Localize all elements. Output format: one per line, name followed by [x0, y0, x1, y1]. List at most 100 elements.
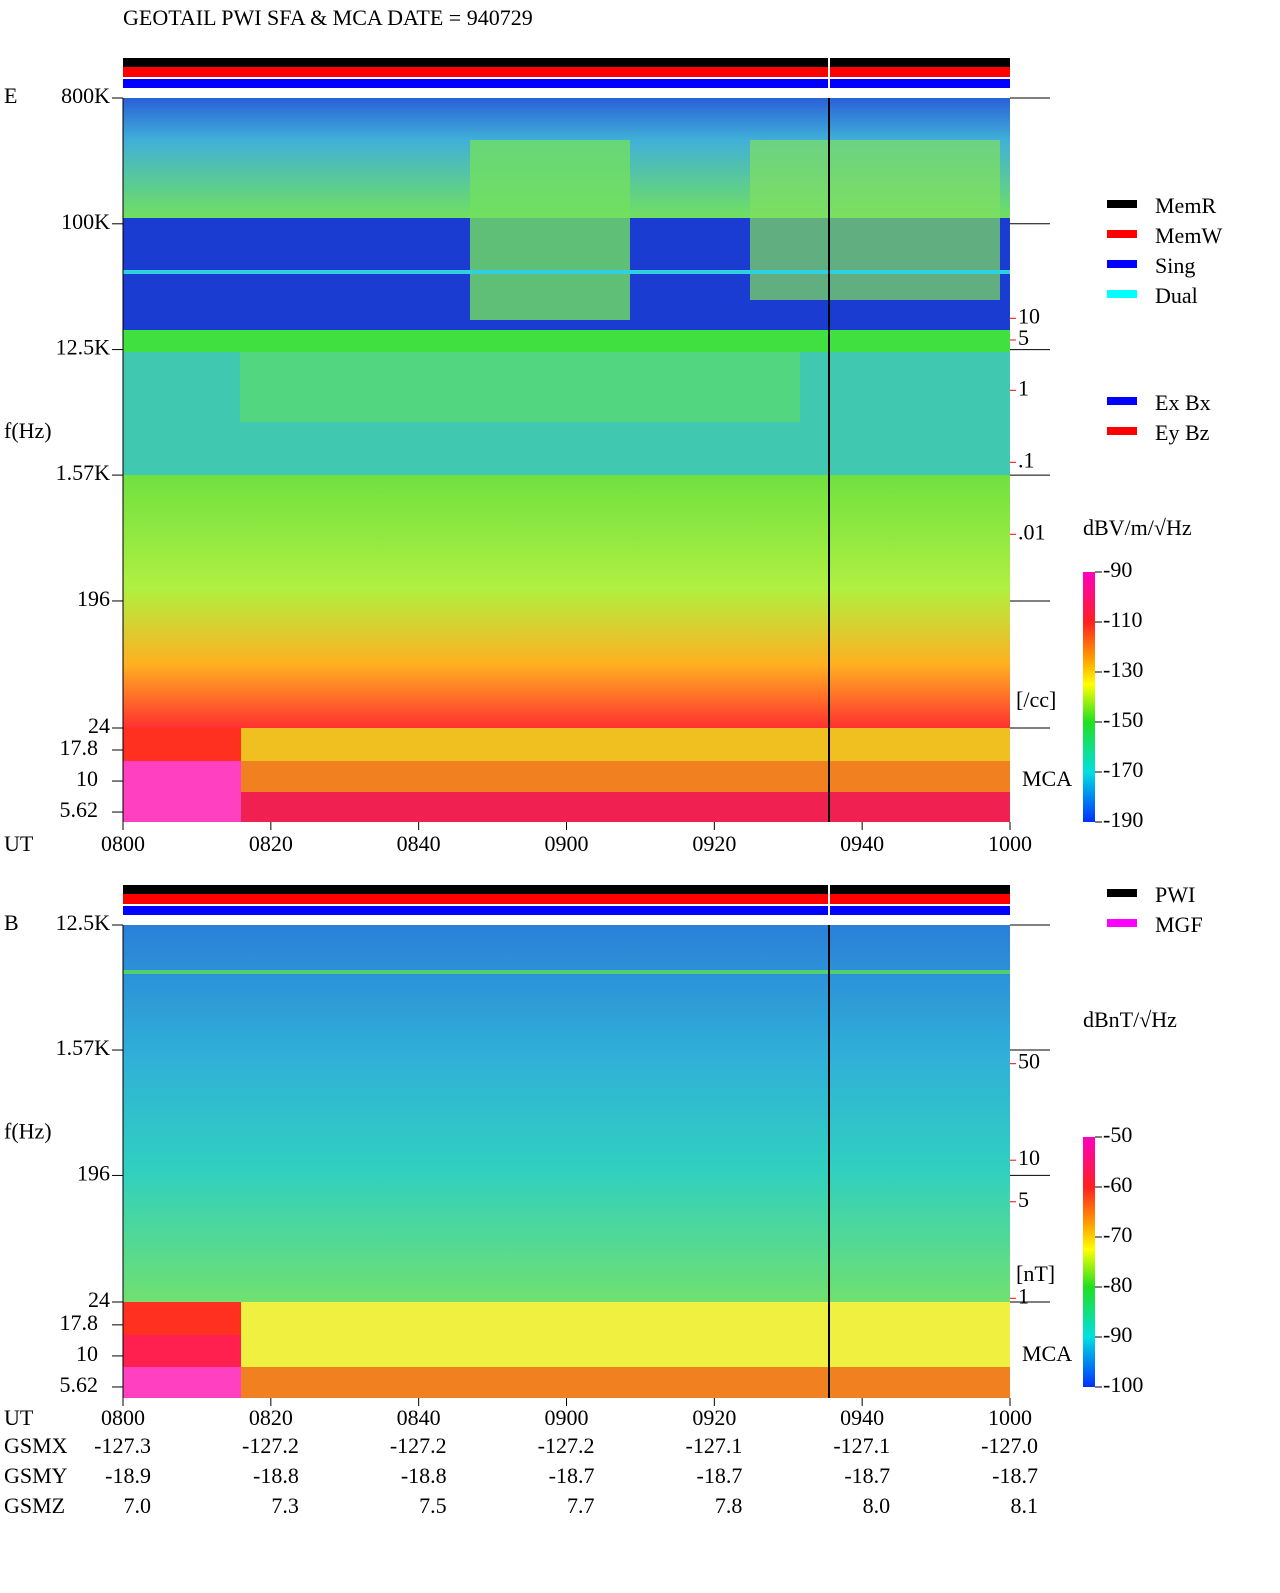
y-tick-label: 24 [88, 1287, 110, 1312]
x-axis-label: UT [4, 831, 34, 856]
x-tick-label: 1000 [988, 1405, 1032, 1430]
colorbar-tick-label: -90 [1103, 557, 1132, 582]
mca-tick-label: 10 [76, 766, 98, 791]
x-tick-label: 0800 [101, 1405, 145, 1430]
x-axis-label: UT [4, 1405, 34, 1430]
mca-tick-label: 10 [76, 1341, 98, 1366]
x-tick-label: 0940 [840, 1405, 884, 1430]
colorbar [1083, 1137, 1095, 1387]
orbit-value: -18.7 [549, 1463, 595, 1488]
legend-label: MemW [1155, 223, 1222, 248]
y2-tick-label: .1 [1018, 447, 1035, 472]
orbit-value: 7.7 [567, 1493, 595, 1518]
legend-label: MGF [1155, 912, 1203, 937]
orbit-value: 7.0 [124, 1493, 152, 1518]
mca-tick-label: 17.8 [60, 1310, 99, 1335]
colorbar-label: dBnT/√Hz [1083, 1007, 1177, 1032]
mca-tick-label: 5.62 [60, 1372, 99, 1397]
title: GEOTAIL PWI SFA & MCA DATE = 940729 [123, 5, 533, 30]
y-axis-label: f(Hz) [4, 1119, 52, 1144]
mca-tick-label: 17.8 [60, 735, 99, 760]
mca-label: MCA [1022, 1341, 1072, 1366]
legend-label: Ex Bx [1155, 390, 1211, 415]
y2-tick-label: 5 [1018, 325, 1029, 350]
y-tick-label: 196 [77, 586, 110, 611]
legend-label: PWI [1155, 882, 1195, 907]
colorbar-tick-label: -70 [1103, 1222, 1132, 1247]
y2-tick-label: .01 [1018, 519, 1046, 544]
orbit-value: -18.7 [697, 1463, 743, 1488]
orbit-value: -18.8 [253, 1463, 299, 1488]
legend-swatch [1107, 290, 1137, 298]
y-tick-label: 800K [61, 83, 110, 108]
orbit-value: -127.1 [686, 1433, 743, 1458]
y-tick-label: 12.5K [56, 910, 111, 935]
orbit-label: GSMY [4, 1463, 68, 1488]
colorbar-tick-label: -110 [1103, 607, 1143, 632]
legend-swatch [1107, 230, 1137, 238]
panel-label: E [4, 83, 17, 108]
y2-tick-label: 50 [1018, 1049, 1040, 1074]
colorbar-tick-label: -50 [1103, 1122, 1132, 1147]
colorbar-tick-label: -130 [1103, 657, 1143, 682]
orbit-value: 7.8 [715, 1493, 743, 1518]
x-tick-label: 0920 [692, 831, 736, 856]
spectrogram-b [123, 885, 1010, 1398]
legend-swatch [1107, 397, 1137, 405]
orbit-value: -127.2 [242, 1433, 299, 1458]
y-tick-label: 100K [61, 209, 110, 234]
orbit-value: -127.3 [94, 1433, 151, 1458]
x-tick-label: 1000 [988, 831, 1032, 856]
colorbar-tick-label: -80 [1103, 1272, 1132, 1297]
orbit-value: -18.7 [992, 1463, 1038, 1488]
orbit-value: -127.1 [833, 1433, 890, 1458]
y-tick-label: 24 [88, 713, 110, 738]
panel-label: B [4, 910, 19, 935]
mca-tick-label: 5.62 [60, 797, 99, 822]
orbit-value: -127.2 [390, 1433, 447, 1458]
orbit-value: 7.5 [419, 1493, 447, 1518]
y-tick-label: 196 [77, 1160, 110, 1185]
colorbar-tick-label: -90 [1103, 1322, 1132, 1347]
y2-axis-label: [nT] [1016, 1261, 1055, 1286]
colorbar-tick-label: -100 [1103, 1372, 1143, 1397]
orbit-value: -18.9 [105, 1463, 151, 1488]
x-tick-label: 0900 [545, 1405, 589, 1430]
orbit-value: -127.0 [981, 1433, 1038, 1458]
y2-tick-label: 10 [1018, 303, 1040, 328]
colorbar-label: dBV/m/√Hz [1083, 515, 1192, 540]
x-tick-label: 0800 [101, 831, 145, 856]
y2-tick-label: 5 [1018, 1187, 1029, 1212]
y2-tick-label: 10 [1018, 1145, 1040, 1170]
orbit-label: GSMX [4, 1433, 68, 1458]
x-tick-label: 0840 [397, 1405, 441, 1430]
orbit-value: 7.3 [271, 1493, 299, 1518]
x-tick-label: 0920 [692, 1405, 736, 1430]
orbit-value: -18.8 [401, 1463, 447, 1488]
x-tick-label: 0900 [545, 831, 589, 856]
orbit-value: -18.7 [844, 1463, 890, 1488]
y2-tick-label: 1 [1018, 1283, 1029, 1308]
legend-label: Ey Bz [1155, 420, 1210, 445]
orbit-value: 8.0 [863, 1493, 891, 1518]
x-tick-label: 0940 [840, 831, 884, 856]
orbit-value: -127.2 [538, 1433, 595, 1458]
y-tick-label: 1.57K [56, 1035, 111, 1060]
legend-swatch [1107, 427, 1137, 435]
colorbar-tick-label: -170 [1103, 757, 1143, 782]
y-axis-label: f(Hz) [4, 418, 52, 443]
colorbar-tick-label: -60 [1103, 1172, 1132, 1197]
x-tick-label: 0840 [397, 831, 441, 856]
legend-swatch [1107, 260, 1137, 268]
x-tick-label: 0820 [249, 831, 293, 856]
y-tick-label: 12.5K [56, 335, 111, 360]
orbit-value: 8.1 [1011, 1493, 1039, 1518]
y2-axis-label: [/cc] [1016, 687, 1056, 712]
legend-swatch [1107, 889, 1137, 897]
y2-tick-label: 1 [1018, 375, 1029, 400]
orbit-label: GSMZ [4, 1493, 65, 1518]
legend-label: Sing [1155, 253, 1195, 278]
colorbar [1083, 572, 1095, 822]
x-tick-label: 0820 [249, 1405, 293, 1430]
